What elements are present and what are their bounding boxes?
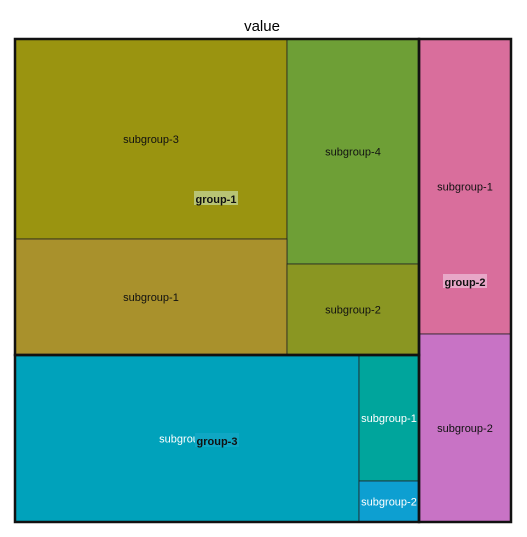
group-labels: group-1 group-2 group-3 <box>194 191 487 448</box>
group-borders <box>13 37 513 524</box>
subgroup-label: subgroup-3 <box>123 134 179 146</box>
subgroup-label: subgroup-2 <box>437 423 493 435</box>
group-label-background <box>195 433 239 447</box>
treemap-tile <box>358 354 420 482</box>
group-label: group-1 <box>196 194 237 206</box>
treemap-tiles: subgroup-3 subgroup-4 subgroup-1 subgroup-2… <box>14 38 512 523</box>
treemap-tile <box>418 333 512 523</box>
subgroup-label: subgroup-2 <box>361 497 417 509</box>
subgroup-label: subgroup-2 <box>325 305 381 317</box>
treemap-tile <box>14 238 288 356</box>
subgroup-label: subgroup-1 <box>361 413 417 425</box>
group-label: group-2 <box>445 277 486 289</box>
subgroup-label: subgroup-1 <box>437 182 493 194</box>
subgroup-label: subgroup-4 <box>325 147 381 159</box>
group-label-background <box>194 191 238 205</box>
treemap-tile <box>286 38 420 265</box>
chart-title: value <box>244 18 280 35</box>
treemap-tile <box>14 38 288 240</box>
group-label-background <box>443 274 487 288</box>
group-border <box>13 353 421 524</box>
treemap-tile <box>14 354 360 523</box>
treemap-tile <box>358 480 420 523</box>
group-border <box>417 37 513 524</box>
subgroup-label: subgroup-1 <box>123 292 179 304</box>
group-label: group-3 <box>197 436 238 448</box>
treemap-tile <box>286 263 420 356</box>
